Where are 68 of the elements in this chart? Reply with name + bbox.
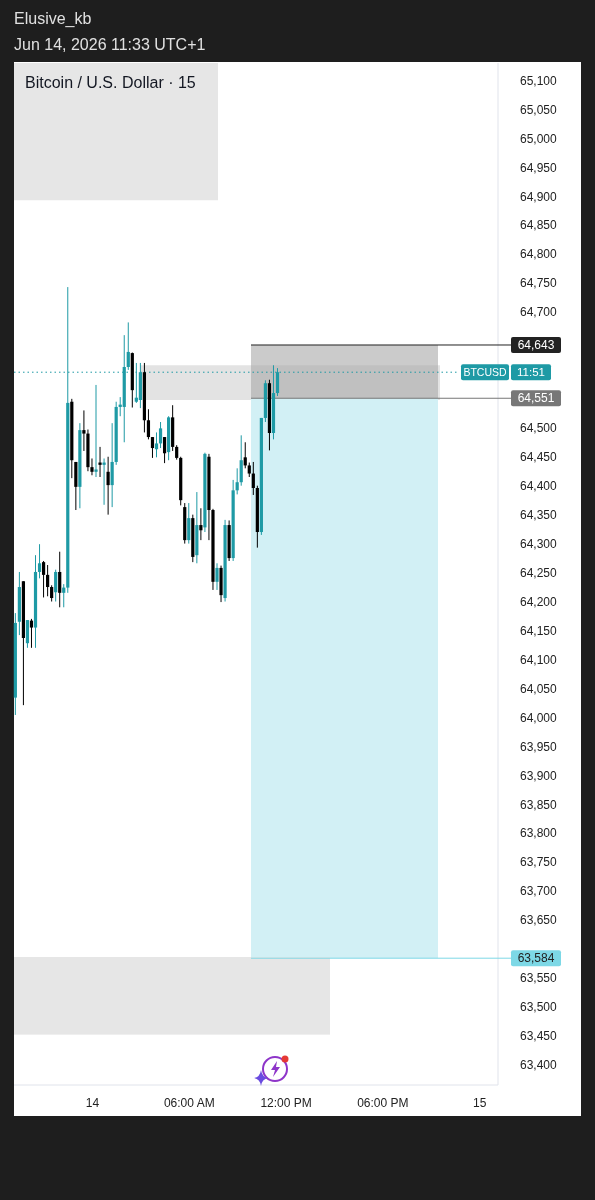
- ref-line-label: 63,584: [517, 951, 555, 966]
- y-tick-label: 63,850: [520, 797, 558, 812]
- candlestick: [134, 362, 138, 404]
- y-tick-label: 65,000: [520, 131, 558, 146]
- ref-line-label: 64,643: [517, 337, 555, 352]
- candlestick: [41, 560, 46, 598]
- y-tick-label: 65,050: [520, 102, 558, 117]
- candlestick: [239, 434, 243, 487]
- y-tick-label: 64,700: [520, 305, 558, 320]
- candlestick: [110, 422, 114, 508]
- candlestick: [37, 543, 42, 579]
- y-tick-label: 63,700: [520, 884, 558, 899]
- candlestick: [243, 441, 247, 469]
- y-tick-label: 64,800: [520, 247, 558, 262]
- y-tick-label: 64,000: [520, 710, 558, 725]
- y-tick-label: 63,950: [520, 739, 558, 754]
- candlestick: [126, 321, 130, 371]
- candlestick: [98, 446, 102, 478]
- y-tick-label: 64,400: [520, 479, 558, 494]
- candlestick: [106, 456, 110, 516]
- x-tick-label: 06:00 PM: [357, 1095, 409, 1110]
- ref-line-label: BTCUSD: [463, 366, 507, 379]
- y-tick-label: 64,500: [520, 421, 558, 436]
- y-tick-label: 63,500: [520, 1000, 558, 1015]
- candlestick: [58, 551, 62, 608]
- y-tick-label: 64,850: [520, 218, 558, 233]
- ref-line-label: 64,551: [517, 391, 555, 406]
- candlestick: [162, 436, 167, 464]
- candlestick: [29, 618, 34, 649]
- candlestick: [146, 408, 151, 440]
- y-tick-label: 63,900: [520, 768, 558, 783]
- y-tick-label: 64,250: [520, 565, 558, 580]
- candlestick: [251, 461, 255, 496]
- y-tick-label: 64,150: [520, 623, 558, 638]
- y-tick-label: 63,650: [520, 913, 558, 928]
- text: 11:51: [517, 366, 545, 379]
- chart-subtitle: Jun 14, 2026 11:33 UTC+1: [14, 36, 206, 53]
- candlestick: [54, 569, 58, 602]
- candlestick: [187, 502, 191, 545]
- x-tick-label: 15: [473, 1095, 487, 1110]
- candlestick: [46, 564, 50, 597]
- y-tick-label: 65,100: [520, 73, 558, 88]
- y-tick-label: 64,450: [520, 450, 558, 465]
- text: Elusive_kb: [14, 10, 92, 28]
- y-tick-label: 64,050: [520, 681, 558, 696]
- candlestick: [158, 421, 163, 449]
- y-tick-label: 64,100: [520, 652, 558, 667]
- x-tick-label: 12:00 PM: [260, 1095, 312, 1110]
- candlestick: [215, 562, 219, 591]
- text: Bitcoin / U.S. Dollar · 15: [25, 74, 196, 91]
- y-tick-label: 64,750: [520, 276, 558, 291]
- x-tick-label: 14: [85, 1095, 100, 1110]
- y-tick-label: 63,450: [520, 1029, 558, 1044]
- y-tick-label: 64,300: [520, 536, 558, 551]
- y-tick-label: 64,900: [520, 189, 558, 204]
- candlestick: [235, 467, 239, 495]
- y-tick-label: 64,950: [520, 160, 558, 175]
- x-tick-label: 06:00 AM: [163, 1095, 215, 1110]
- candlestick: [154, 431, 159, 458]
- y-tick-label: 63,550: [520, 971, 558, 986]
- candlestick: [150, 436, 155, 459]
- y-tick-label: 63,400: [520, 1058, 558, 1073]
- candlestick: [94, 384, 98, 478]
- y-tick-label: 63,800: [520, 826, 558, 841]
- y-tick-label: 64,200: [520, 594, 558, 609]
- candlestick: [102, 457, 106, 506]
- y-tick-label: 64,350: [520, 507, 558, 522]
- y-tick-label: 63,750: [520, 855, 558, 870]
